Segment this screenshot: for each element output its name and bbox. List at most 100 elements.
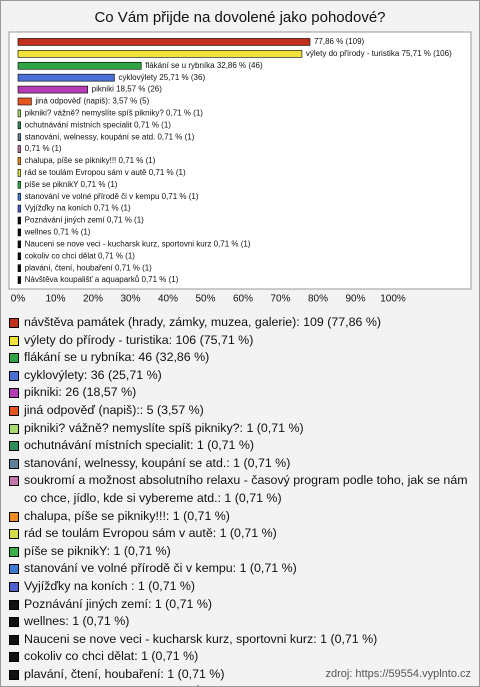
- legend-item: flákání se u rybníka: 46 (32,86 %): [9, 349, 471, 367]
- bar: [17, 157, 21, 165]
- legend: návštěva památek (hrady, zámky, muzea, g…: [9, 314, 471, 686]
- x-tick-label: 70%: [270, 294, 290, 305]
- legend-swatch: [9, 511, 19, 522]
- legend-item: píše se piknikY: 1 (0,71 %): [9, 543, 471, 561]
- value-label: Návštěva koupališť a aquaparků 0,71 % (1…: [25, 275, 179, 284]
- value-label: stanování, welnessy, koupání se atd. 0,7…: [25, 132, 195, 141]
- legend-label: pikniki? vážně? nemyslíte spíš pikniky?:…: [24, 420, 304, 435]
- legend-swatch: [9, 370, 19, 381]
- legend-swatch: [9, 318, 19, 328]
- legend-swatch: [9, 405, 19, 416]
- value-label: Poznávání jiných zemí 0,71 % (1): [25, 216, 145, 225]
- legend-item: soukromí a možnost absolutního relaxu - …: [9, 472, 471, 507]
- bar: [17, 85, 88, 94]
- legend-item: Poznávání jiných zemí: 1 (0,71 %): [9, 596, 471, 614]
- bar: [17, 240, 21, 249]
- legend-label: stanování ve volné přírodě či v kempu: 1…: [24, 561, 297, 576]
- legend-item: plavání, čtení, houbaření: 1 (0,71 %): [9, 666, 471, 684]
- legend-label: chalupa, píše se pikniky!!!: 1 (0,71 %): [24, 508, 230, 523]
- legend-label: stanování, welnessy, koupání se atd.: 1 …: [24, 455, 291, 470]
- bar: [17, 204, 21, 213]
- legend-swatch: [9, 617, 19, 628]
- x-tick-label: 80%: [308, 294, 328, 305]
- bar: [17, 145, 21, 153]
- legend-label: flákání se u rybníka: 46 (32,86 %): [24, 350, 210, 365]
- chart-title: Co Vám přijde na dovolené jako pohodové?: [94, 9, 386, 26]
- legend-swatch: [9, 546, 19, 557]
- legend-label: cyklovýlety: 36 (25,71 %): [24, 367, 162, 382]
- legend-item: cyklovýlety: 36 (25,71 %): [9, 367, 471, 385]
- legend-swatch: [9, 423, 19, 434]
- x-tick-label: 0%: [11, 294, 26, 305]
- bar: [17, 38, 311, 46]
- legend-item: stanování, welnessy, koupání se atd.: 1 …: [9, 455, 471, 473]
- value-label: výlety do přírody - turistika 75,71 % (1…: [306, 49, 452, 58]
- x-tick-label: 30%: [120, 294, 140, 305]
- value-label: pikniki? vážně? nemyslíte spíš pikniky? …: [25, 108, 204, 117]
- legend-swatch: [9, 476, 19, 487]
- legend-label: cokoliv co chci dělat: 1 (0,71 %): [24, 649, 199, 664]
- legend-label: plavání, čtení, houbaření: 1 (0,71 %): [24, 666, 225, 681]
- value-label: píše se piknikY 0,71 % (1): [25, 180, 118, 189]
- x-tick-label: 40%: [158, 294, 178, 305]
- legend-label: Vyjížďky na koních : 1 (0,71 %): [24, 578, 196, 593]
- legend-swatch: [9, 599, 19, 610]
- bar: [17, 73, 115, 82]
- bar: [17, 61, 142, 70]
- legend-label: výlety do přírody - turistika: 106 (75,7…: [24, 332, 254, 347]
- value-label: cokoliv co chci dělat 0,71 % (1): [25, 251, 136, 260]
- legend-swatch: [9, 581, 19, 592]
- legend-item: chalupa, píše se pikniky!!!: 1 (0,71 %): [9, 508, 471, 526]
- legend-label: Nauceni se nove veci - kucharsk kurz, sp…: [24, 631, 378, 646]
- footer: zdroj: https://59554.vyplnto.cz: [325, 668, 471, 680]
- legend-label: návštěva památek (hrady, zámky, muzea, g…: [24, 315, 381, 329]
- value-label: Nauceni se nove veci - kucharsk kurz, sp…: [25, 239, 251, 248]
- legend-label: soukromí a možnost absolutního relaxu - …: [24, 473, 468, 505]
- bar: [17, 252, 21, 261]
- value-label: plavání, čtení, houbaření 0,71 % (1): [25, 263, 153, 272]
- bar: [17, 228, 21, 237]
- legend-label: Návštěva koupališť a aquaparků: 1 (0,71 …: [24, 683, 266, 686]
- bar: [17, 276, 21, 284]
- legend-swatch: [9, 652, 19, 663]
- legend-swatch: [9, 353, 19, 364]
- legend-label: Poznávání jiných zemí: 1 (0,71 %): [24, 596, 213, 611]
- bar: [17, 169, 21, 177]
- value-label: 77,86 % (109): [314, 37, 365, 46]
- x-tick-label: 10%: [45, 294, 65, 305]
- legend-swatch: [9, 564, 19, 575]
- legend-item: jiná odpověď (napiš):: 5 (3,57 %): [9, 402, 471, 420]
- x-tick-label: 20%: [83, 294, 103, 305]
- value-label: chalupa, píše se pikniky!!! 0,71 % (1): [25, 156, 156, 165]
- value-label: jiná odpověď (napiš): 3,57 % (5): [34, 97, 149, 106]
- legend-label: píše se piknikY: 1 (0,71 %): [24, 543, 171, 558]
- legend-swatch: [9, 529, 19, 540]
- bar: [17, 50, 303, 58]
- legend-label: rád se toulám Evropou sám v autě: 1 (0,7…: [24, 526, 277, 541]
- bar: [17, 192, 21, 201]
- x-tick-label: 60%: [233, 294, 253, 305]
- value-label: cyklovýlety 25,71 % (36): [118, 73, 205, 82]
- legend-label: wellnes: 1 (0,71 %): [24, 614, 130, 629]
- legend-item: ochutnávání místních specialit: 1 (0,71 …: [9, 437, 471, 455]
- x-tick-label: 90%: [345, 294, 365, 305]
- legend-swatch: [9, 441, 19, 452]
- x-tick-label: 50%: [195, 294, 215, 305]
- legend-item: výlety do přírody - turistika: 106 (75,7…: [9, 332, 471, 350]
- value-label: ochutnávání místních specialit 0,71 % (1…: [25, 120, 172, 129]
- value-label: Vyjížďky na koních 0,71 % (1): [25, 204, 131, 213]
- legend-item: stanování ve volné přírodě či v kempu: 1…: [9, 560, 471, 578]
- legend-item: pikniki? vážně? nemyslíte spíš pikniky?:…: [9, 420, 471, 438]
- value-label: 0,71 % (1): [25, 144, 62, 153]
- legend-swatch: [9, 634, 19, 645]
- legend-label: ochutnávání místních specialit: 1 (0,71 …: [24, 438, 255, 453]
- legend-label: jiná odpověď (napiš):: 5 (3,57 %): [24, 402, 204, 417]
- value-label: rád se toulám Evropou sám v autě 0,71 % …: [25, 168, 186, 177]
- legend-swatch: [9, 388, 19, 399]
- chart: 0% 10% 20% 30% 40% 50% 60% 70% 80% 90% 100% 77,86 %…: [8, 31, 472, 305]
- value-label: stanování ve volné přírodě či v kempu 0,…: [25, 192, 199, 201]
- legend-swatch: [9, 669, 19, 680]
- bar: [17, 181, 21, 189]
- legend-item: wellnes: 1 (0,71 %): [9, 613, 471, 631]
